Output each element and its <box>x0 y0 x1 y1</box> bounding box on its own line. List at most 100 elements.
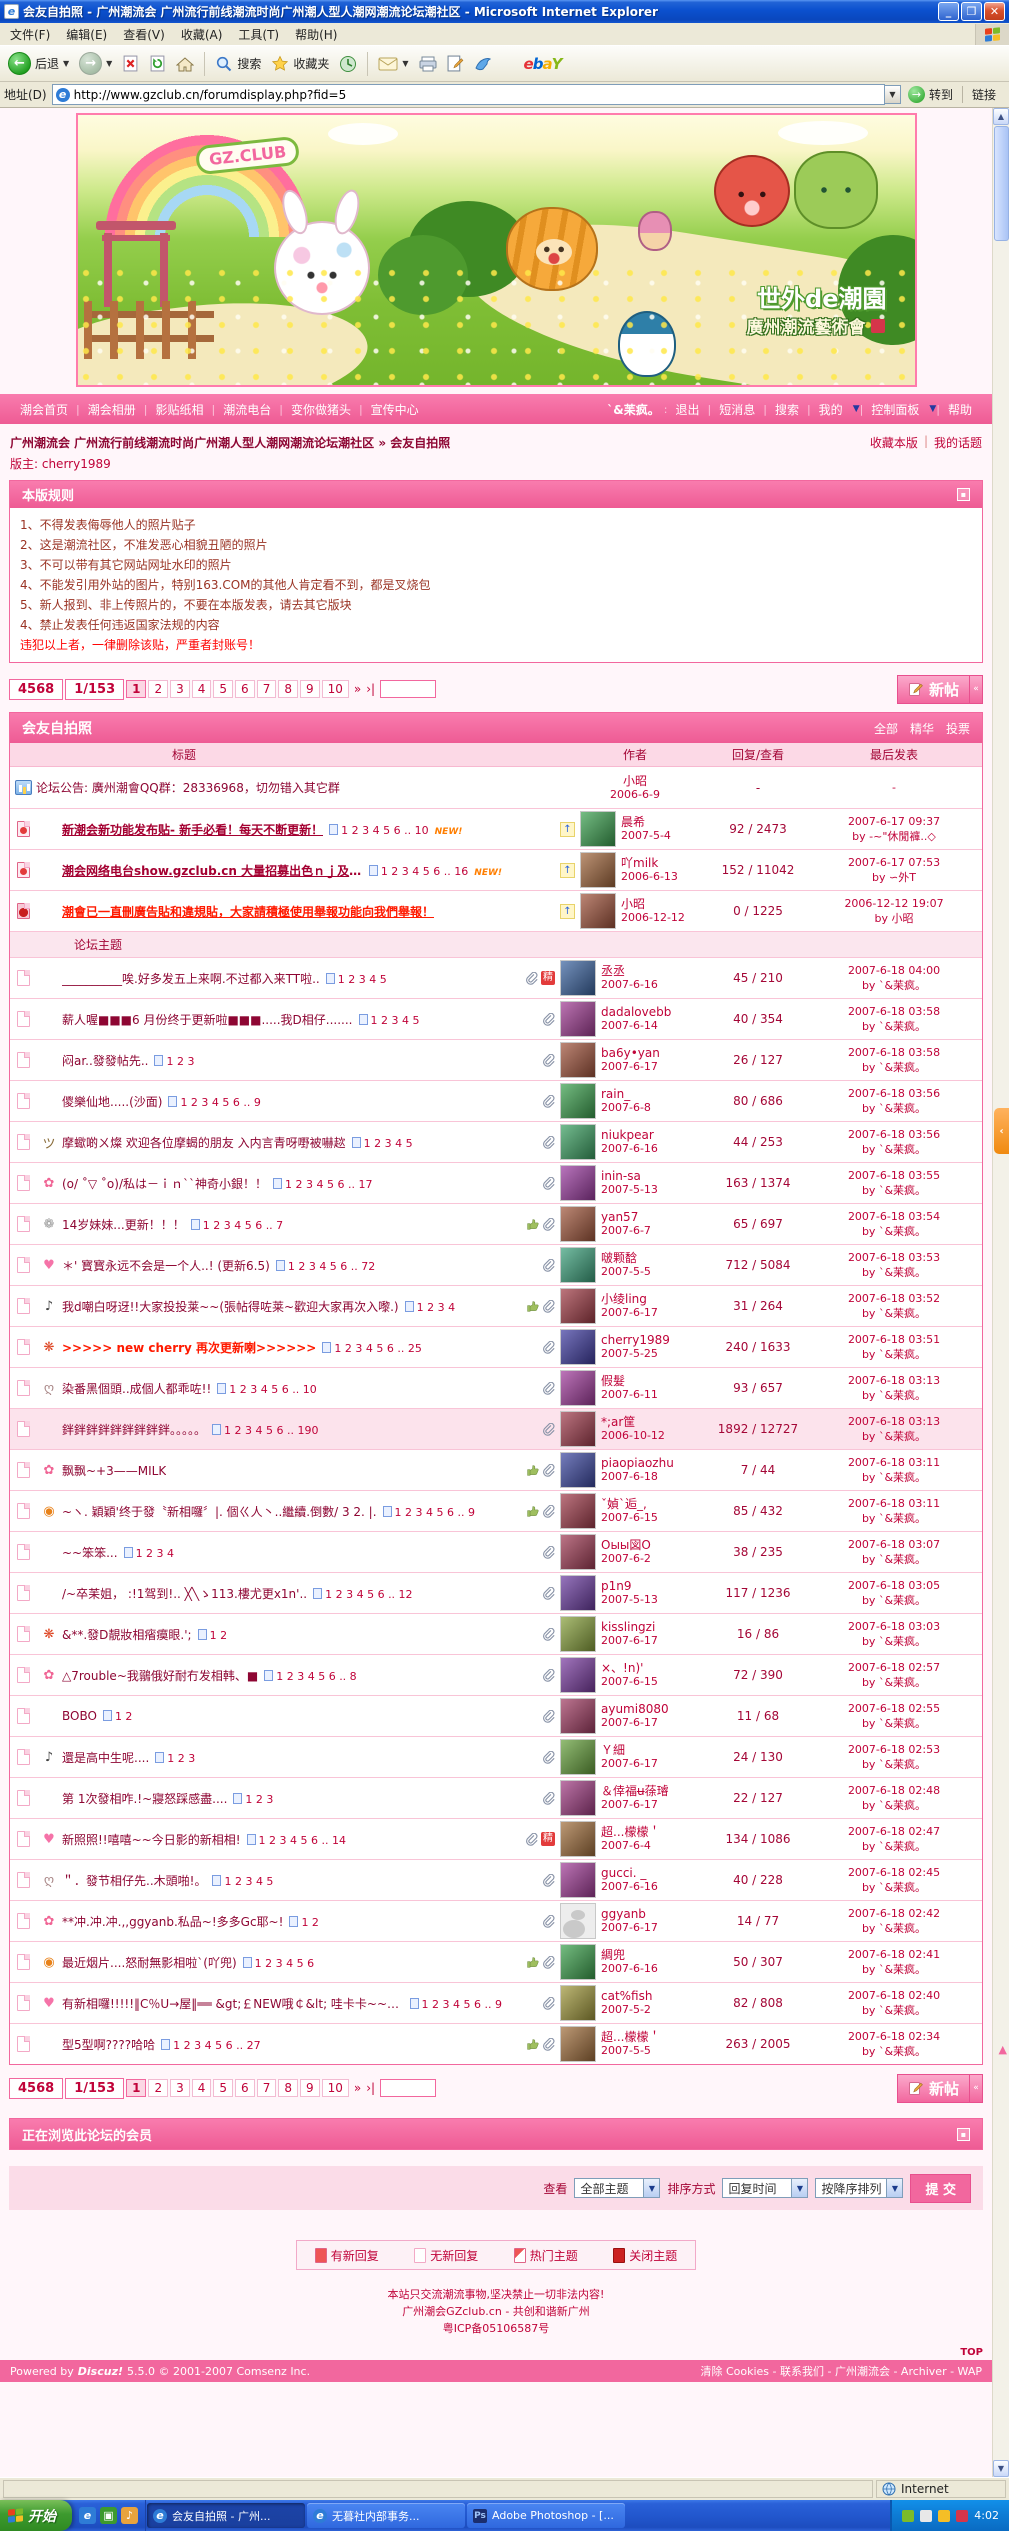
page-number[interactable]: 1 <box>126 2079 147 2097</box>
last-post-author[interactable]: by `&苿疯。 <box>861 2045 927 2058</box>
avatar[interactable] <box>560 1616 596 1652</box>
last-post-author[interactable]: by `&苿疯。 <box>861 1184 927 1197</box>
desktop-quicklaunch-icon[interactable]: ▣ <box>100 2507 117 2524</box>
thread-pages[interactable]: 1 2 3 4 5 6 .. 190 <box>212 1424 318 1437</box>
avatar[interactable] <box>580 852 616 888</box>
taskbar-task[interactable]: e 会友自拍照 - 广州... <box>147 2503 305 2528</box>
thread-title-link[interactable]: >>>>> new cherry 再次更新喇>>>>>> <box>62 1340 317 1355</box>
avatar[interactable] <box>560 1985 596 2021</box>
tray-volume-icon[interactable] <box>920 2509 933 2522</box>
menu-item[interactable]: 编辑(E) <box>66 27 108 42</box>
menu-item[interactable]: 收藏(A) <box>180 27 223 42</box>
thread-author-link[interactable]: ayumi8080 <box>601 1702 669 1716</box>
thread-author-link[interactable]: 晨希 <box>621 815 646 829</box>
thread-author-link[interactable]: ＆倖福ʉ蒣璿 <box>601 1784 669 1798</box>
close-button[interactable]: ✕ <box>984 2 1005 21</box>
thread-title-link[interactable]: 還是高中生呢.... <box>62 1750 150 1765</box>
tray-av-icon[interactable] <box>956 2509 969 2522</box>
page-number[interactable]: 8 <box>278 2079 298 2097</box>
avatar[interactable] <box>560 1042 596 1078</box>
thread-pages[interactable]: 1 2 3 4 5 6 .. 17 <box>273 1178 372 1191</box>
scroll-up-arrow[interactable]: ▲ <box>993 108 1009 125</box>
thread-title-link[interactable]: 潮会网络电台show.gzclub.cn 大量招募出色ｎｊ及音乐制作人 <box>62 863 363 878</box>
links-toolbar[interactable]: 链接 <box>961 86 1005 103</box>
thread-author-link[interactable]: 綢兜 <box>601 1948 626 1962</box>
last-post-author[interactable]: by `&苿疯。 <box>861 1020 927 1033</box>
footer-site[interactable]: 广州潮会GZclub.cn - 共创和谐新广州 <box>402 2305 590 2318</box>
thread-pages[interactable]: 1 2 3 4 5 6 .. 9 <box>168 1096 260 1109</box>
print-button[interactable] <box>415 54 441 74</box>
thread-pages[interactable]: 1 2 3 <box>154 1055 194 1068</box>
thread-author-link[interactable]: 丞丞 <box>601 964 626 978</box>
page-number[interactable]: 4 <box>191 680 212 698</box>
thread-pages[interactable]: 1 2 <box>103 1710 133 1723</box>
thread-title-link[interactable]: 潮會已一直刪廣告貼和違規貼，大家請積極使用舉報功能向我們舉報！ <box>62 904 435 919</box>
collapse-icon[interactable]: ▪ <box>957 2127 970 2141</box>
address-input[interactable]: e http://www.gzclub.cn/forumdisplay.php?… <box>51 84 885 105</box>
menu-item[interactable]: 文件(F) <box>10 27 51 42</box>
avatar[interactable] <box>560 1206 596 1242</box>
moderator-line[interactable]: 版主: cherry1989 <box>10 457 111 471</box>
last-post-author[interactable]: by `&苿疯。 <box>861 1922 927 1935</box>
page-number[interactable]: 3 <box>170 2079 190 2097</box>
user-link-我的[interactable]: 我的 <box>818 402 843 417</box>
thread-author-link[interactable]: 吖milk <box>621 856 659 870</box>
thread-title-link[interactable]: 儍樂仙地.....(沙面) <box>62 1094 163 1109</box>
sidebar-flyout-tab[interactable]: ‹ <box>994 1108 1009 1154</box>
nav-link-6[interactable]: 宣传中心 <box>370 402 419 417</box>
thread-title-link[interactable]: 薪人喔■■■6 月份终于更新啦■■■.....我D相仔....... <box>62 1012 353 1027</box>
tray-shield-icon[interactable] <box>902 2509 915 2522</box>
page-number[interactable]: 10 <box>321 2079 349 2097</box>
page-number[interactable]: 3 <box>170 680 190 698</box>
back-dropdown-icon[interactable]: ▼ <box>63 59 70 68</box>
user-link-帮助[interactable]: 帮助 <box>947 402 972 417</box>
thread-author-link[interactable]: 超...檬檬＇ <box>601 1825 661 1839</box>
filter-link-全部[interactable]: 全部 <box>873 721 898 736</box>
thread-title-link[interactable]: ＂．發节相仔先..木頭啪!。 <box>62 1873 207 1888</box>
ebay-logo[interactable]: ebaY <box>523 54 563 73</box>
last-post-author[interactable]: by `&苿疯。 <box>861 1840 927 1853</box>
last-post-author[interactable]: by `&苿疯。 <box>861 1758 927 1771</box>
view-select[interactable]: 全部主题 ▼ <box>574 2178 661 2198</box>
breadcrumb-link[interactable]: 我的话题 <box>933 436 982 450</box>
thread-title-link[interactable]: 论坛公告: 廣州潮會QQ群：28336968，切勿错入其它群 <box>36 781 340 795</box>
filter-link-投票[interactable]: 投票 <box>945 721 970 736</box>
thread-title-link[interactable]: &**.發D靚妝相㾪瘼眼.'; <box>62 1627 192 1642</box>
thread-pages[interactable]: 1 2 3 4 5 6 .. 16 <box>369 865 468 878</box>
avatar[interactable] <box>560 1411 596 1447</box>
last-post-author[interactable]: by `&苿疯。 <box>861 1963 927 1976</box>
thread-pages[interactable]: 1 2 3 4 5 6 .. 9 <box>410 1998 502 2011</box>
avatar[interactable] <box>560 1944 596 1980</box>
taskbar-task[interactable]: Ps Adobe Photoshop - [... <box>467 2503 625 2528</box>
last-post-author[interactable]: by `&苿疯。 <box>861 1512 927 1525</box>
last-post-author[interactable]: by `&苿疯。 <box>861 1881 927 1894</box>
thread-author-link[interactable]: yan57 <box>601 1210 639 1224</box>
nav-link-2[interactable]: 潮会相册 <box>87 402 136 417</box>
thread-author-link[interactable]: gucci. _ <box>601 1866 647 1880</box>
thread-title-link[interactable]: 新照照!!嘻嘻~~今日影的新相相! <box>62 1832 241 1847</box>
thread-pages[interactable]: 1 2 3 <box>233 1793 273 1806</box>
thread-author-link[interactable]: p1n9 <box>601 1579 632 1593</box>
avatar[interactable] <box>560 1657 596 1693</box>
thread-title-link[interactable]: ~ヽ. 穎穎'终于發〝新相囉〞|. 個ㄍ人丶..繼續.倒數/ 3 2. |. <box>62 1504 377 1519</box>
avatar[interactable] <box>560 1534 596 1570</box>
avatar[interactable] <box>560 960 596 996</box>
thread-title-link[interactable]: BOBO <box>62 1709 97 1723</box>
thread-title-link[interactable]: 摩蠍啲ㄨ燦 欢迎各位摩蝎的朋友 入内言青呀嘢被嚇趑 <box>62 1135 346 1150</box>
last-post-author[interactable]: by `&苿疯。 <box>861 1348 927 1361</box>
thread-pages[interactable]: 1 2 3 4 5 6 .. 25 <box>322 1342 421 1355</box>
page-number[interactable]: 7 <box>256 2079 277 2097</box>
avatar[interactable] <box>560 1698 596 1734</box>
taskbar-clock[interactable]: 4:02 <box>974 2509 999 2522</box>
page-number[interactable]: 9 <box>299 2079 320 2097</box>
history-button[interactable] <box>335 53 361 75</box>
last-post-author[interactable]: by -~"休閒褲..◇ <box>852 830 936 843</box>
sort-select[interactable]: 回复时间 ▼ <box>722 2178 809 2198</box>
menu-item[interactable]: 帮助(H) <box>295 27 338 42</box>
go-button[interactable]: → 转到 <box>901 86 960 103</box>
thread-pages[interactable]: 1 2 3 4 5 <box>212 1875 273 1888</box>
page-jump-link[interactable]: » <box>353 2081 362 2095</box>
thread-author-link[interactable]: 假髮 <box>601 1374 626 1388</box>
last-post-author[interactable]: by `&苿疯。 <box>861 1471 927 1484</box>
collapse-strip[interactable]: « <box>970 674 983 704</box>
